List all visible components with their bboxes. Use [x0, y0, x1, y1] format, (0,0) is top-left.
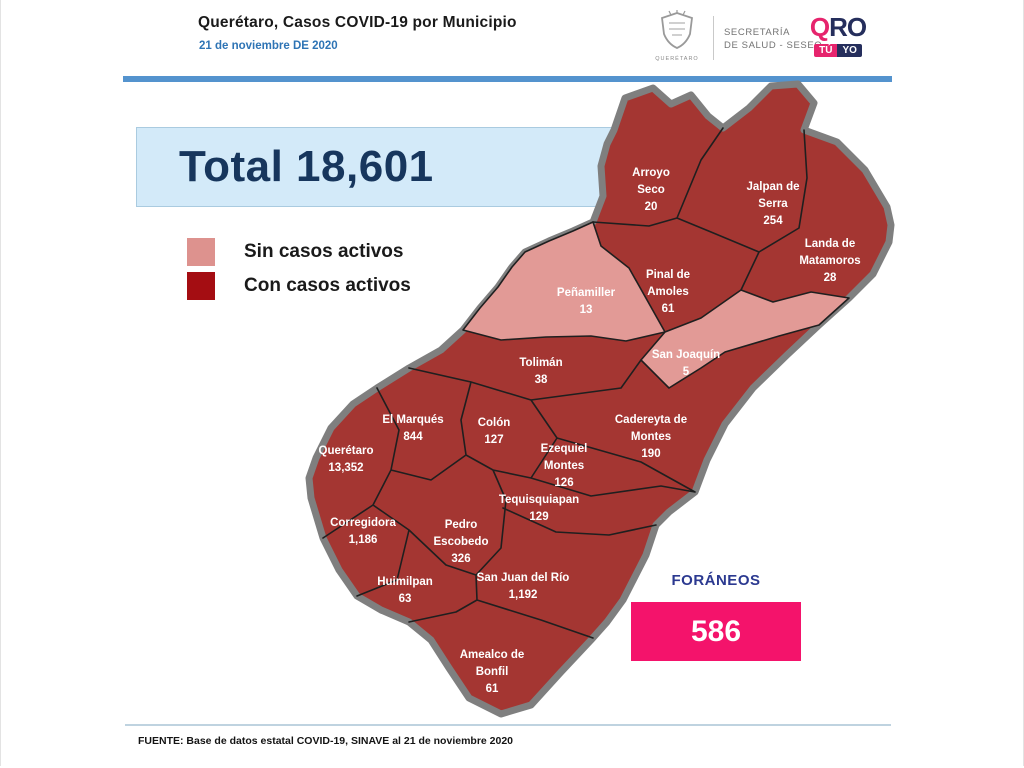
label-tequisquiapan: Tequisquiapan: [499, 494, 579, 506]
page-title: Querétaro, Casos COVID-19 por Municipio: [198, 14, 517, 31]
secretaria-line1: SECRETARÍA: [724, 27, 791, 38]
label-pinal-de-amoles: Amoles: [647, 286, 689, 298]
label-san-joaquin-cases: 5: [683, 366, 690, 378]
label-san-joaquin: San Joaquín: [652, 349, 720, 361]
legend-item-sin-casos: Sin casos activos: [187, 238, 411, 266]
label-jalpan-de-serra: Jalpan de: [746, 181, 799, 193]
seal-caption: QUERÉTARO: [655, 56, 699, 62]
label-cadereyta-cases: 190: [641, 448, 660, 460]
source-note: FUENTE: Base de datos estatal COVID-19, …: [138, 735, 514, 747]
label-landa-de-matamoros: Landa de: [805, 238, 855, 250]
label-amealco-cases: 61: [486, 683, 499, 695]
label-cadereyta: Montes: [631, 431, 671, 443]
label-pedro-escobedo: Pedro: [445, 519, 478, 531]
legend: Sin casos activos Con casos activos: [187, 238, 411, 306]
label-colon: Colón: [478, 417, 511, 429]
municipality-borders: [322, 127, 808, 639]
foraneos-box: 586: [631, 602, 801, 661]
label-arroyo-seco: Seco: [637, 184, 665, 196]
footer-divider-line: [125, 724, 891, 726]
label-penamiller-cases: 13: [580, 304, 593, 316]
label-toliman: Tolimán: [519, 357, 562, 369]
secretaria-line2: DE SALUD - SESEQ: [724, 40, 823, 51]
tu-yo-badge: TÚ YO: [814, 44, 862, 57]
label-ezequiel-montes: Ezequiel: [541, 443, 588, 455]
label-landa-de-matamoros-cases: 28: [824, 272, 837, 284]
label-huimilpan-cases: 63: [399, 593, 412, 605]
map-labels: Arroyo Seco 20 Jalpan de Serra 254 Landa…: [319, 167, 861, 695]
label-el-marques-cases: 844: [403, 431, 423, 443]
total-band: Total 18,601: [136, 127, 617, 207]
queretaro-municipality-map: Arroyo Seco 20 Jalpan de Serra 254 Landa…: [305, 80, 895, 718]
label-pinal-de-amoles-cases: 61: [662, 303, 675, 315]
label-san-juan-del-rio: San Juan del Río: [477, 572, 570, 584]
legend-item-con-casos: Con casos activos: [187, 272, 411, 300]
label-pedro-escobedo: Escobedo: [434, 536, 489, 548]
qro-wordmark: QRO: [798, 14, 878, 40]
foraneos-box-fill: [631, 602, 801, 661]
label-tequisquiapan-cases: 129: [529, 511, 548, 523]
label-penamiller: Peñamiller: [557, 287, 616, 299]
label-arroyo-seco: Arroyo: [632, 167, 670, 179]
legend-label-con-casos: Con casos activos: [244, 275, 411, 296]
label-pinal-de-amoles: Pinal de: [646, 269, 690, 281]
label-cadereyta: Cadereyta de: [615, 414, 687, 426]
label-arroyo-seco-cases: 20: [645, 201, 658, 213]
label-toliman-cases: 38: [535, 374, 548, 386]
total-cases: Total 18,601: [179, 142, 434, 191]
qro-letters-ro: RO: [829, 12, 867, 42]
label-el-marques: El Marqués: [382, 414, 443, 426]
state-outline: [305, 80, 895, 718]
legend-swatch-sin-casos: [187, 238, 215, 266]
top-blue-bar: [123, 76, 892, 82]
foraneos-title: FORÁNEOS: [671, 572, 761, 589]
label-san-juan-del-rio-cases: 1,192: [509, 589, 538, 601]
label-pedro-escobedo-cases: 326: [451, 553, 470, 565]
foraneos-count: 586: [690, 615, 742, 648]
label-ezequiel-montes: Montes: [544, 460, 584, 472]
label-amealco: Bonfil: [476, 666, 509, 678]
municipality-penamiller: [462, 221, 666, 342]
seal-crest-icon: [659, 10, 695, 54]
label-colon-cases: 127: [484, 434, 503, 446]
report-date: 21 de noviembre DE 2020: [199, 40, 338, 52]
label-landa-de-matamoros: Matamoros: [799, 255, 860, 267]
label-jalpan-de-serra: Serra: [758, 198, 788, 210]
secretaria-logo-text: SECRETARÍA DE SALUD - SESEQ: [724, 26, 822, 52]
logo-divider: [713, 16, 714, 60]
tu-badge: TÚ: [814, 44, 838, 57]
label-corregidora: Corregidora: [330, 517, 396, 529]
qro-tu-yo-logo: QRO TÚ YO: [798, 14, 878, 58]
qro-letter-q: Q: [809, 12, 830, 42]
label-corregidora-cases: 1,186: [349, 534, 378, 546]
label-amealco: Amealco de: [460, 649, 525, 661]
label-jalpan-de-serra-cases: 254: [763, 215, 783, 227]
legend-swatch-con-casos: [187, 272, 215, 300]
yo-badge: YO: [837, 44, 862, 57]
queretaro-state-seal: QUERÉTARO: [654, 10, 700, 62]
label-queretaro-cases: 13,352: [328, 462, 363, 474]
label-queretaro: Querétaro: [319, 445, 374, 457]
label-ezequiel-montes-cases: 126: [554, 477, 573, 489]
legend-label-sin-casos: Sin casos activos: [244, 241, 404, 262]
label-huimilpan: Huimilpan: [377, 576, 433, 588]
